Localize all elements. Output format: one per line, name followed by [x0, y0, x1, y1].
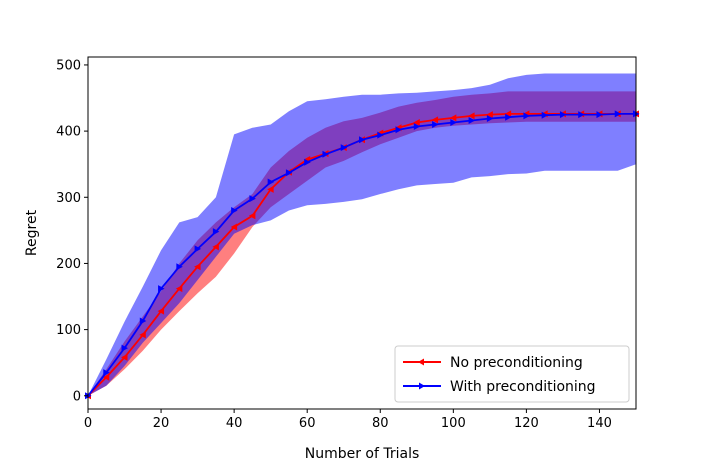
point-no-preconditioning — [102, 373, 110, 381]
x-tick-label: 20 — [153, 416, 170, 431]
confidence-bands — [88, 73, 636, 396]
point-with-preconditioning — [231, 207, 238, 215]
point-no-preconditioning — [230, 223, 238, 231]
point-with-preconditioning — [541, 111, 549, 119]
point-with-preconditioning — [103, 369, 110, 377]
point-no-preconditioning — [504, 110, 512, 118]
x-tick-label: 40 — [226, 416, 243, 431]
point-no-preconditioning — [468, 112, 475, 120]
point-with-preconditioning — [505, 113, 512, 121]
point-with-preconditioning — [596, 111, 603, 119]
y-tick-label: 200 — [56, 257, 81, 272]
point-with-preconditioning — [523, 112, 530, 120]
point-with-preconditioning — [432, 120, 439, 128]
legend-marker-no-preconditioning — [418, 358, 424, 366]
y-tick-label: 400 — [56, 125, 81, 140]
point-no-preconditioning — [157, 307, 165, 315]
point-with-preconditioning — [139, 317, 147, 325]
x-tick-label: 60 — [299, 416, 316, 431]
point-no-preconditioning — [139, 331, 146, 339]
point-with-preconditioning — [559, 111, 567, 119]
x-tick-label: 120 — [514, 416, 539, 431]
point-no-preconditioning — [267, 185, 274, 193]
point-with-preconditioning — [340, 144, 348, 152]
y-tick-label: 100 — [56, 323, 81, 338]
point-with-preconditioning — [304, 158, 311, 166]
band-with-preconditioning — [88, 73, 636, 396]
point-with-preconditioning — [359, 136, 366, 144]
point-no-preconditioning — [431, 116, 439, 124]
point-no-preconditioning — [449, 114, 457, 122]
point-with-preconditioning — [395, 126, 403, 134]
x-axis-label: Number of Trials — [305, 446, 420, 462]
point-with-preconditioning — [468, 117, 476, 125]
point-with-preconditioning — [212, 228, 220, 236]
point-with-preconditioning — [194, 245, 202, 253]
point-with-preconditioning — [578, 111, 585, 119]
point-no-preconditioning — [175, 285, 183, 293]
y-tick-label: 300 — [56, 191, 81, 206]
x-tick-label: 100 — [441, 416, 466, 431]
point-with-preconditioning — [285, 169, 293, 177]
point-no-preconditioning — [248, 212, 256, 220]
point-with-preconditioning — [176, 263, 183, 271]
point-with-preconditioning — [377, 131, 384, 139]
legend-label-with-preconditioning: With preconditioning — [450, 379, 596, 395]
point-with-preconditioning — [486, 115, 494, 123]
series-lines — [84, 110, 640, 400]
point-with-preconditioning — [450, 119, 457, 127]
legend-label-no-preconditioning: No preconditioning — [450, 355, 583, 371]
point-with-preconditioning — [158, 285, 165, 293]
plot-frame — [87, 56, 637, 410]
point-no-preconditioning — [194, 263, 201, 271]
y-axis-ticks: 0 100 200 300 400 500 — [56, 58, 88, 404]
x-tick-label: 0 — [84, 416, 92, 431]
point-no-preconditioning — [413, 119, 420, 127]
point-with-preconditioning — [249, 195, 256, 203]
legend: No preconditioning With preconditioning — [394, 345, 630, 403]
point-with-preconditioning — [413, 122, 421, 130]
y-tick-label: 0 — [73, 389, 81, 404]
y-axis-label: Regret — [24, 209, 40, 256]
point-no-preconditioning — [121, 353, 128, 361]
y-tick-label: 500 — [56, 58, 81, 73]
x-tick-label: 80 — [372, 416, 389, 431]
point-with-preconditioning — [614, 110, 622, 118]
legend-marker-with-preconditioning — [419, 382, 425, 390]
legend-box — [394, 345, 630, 403]
point-with-preconditioning — [267, 178, 275, 186]
point-with-preconditioning — [121, 344, 129, 352]
x-tick-label: 140 — [587, 416, 612, 431]
point-no-preconditioning — [486, 111, 493, 119]
point-with-preconditioning — [322, 150, 329, 158]
x-axis-ticks: 0 20 40 60 80 100 120 140 — [84, 409, 612, 431]
point-no-preconditioning — [212, 243, 219, 251]
